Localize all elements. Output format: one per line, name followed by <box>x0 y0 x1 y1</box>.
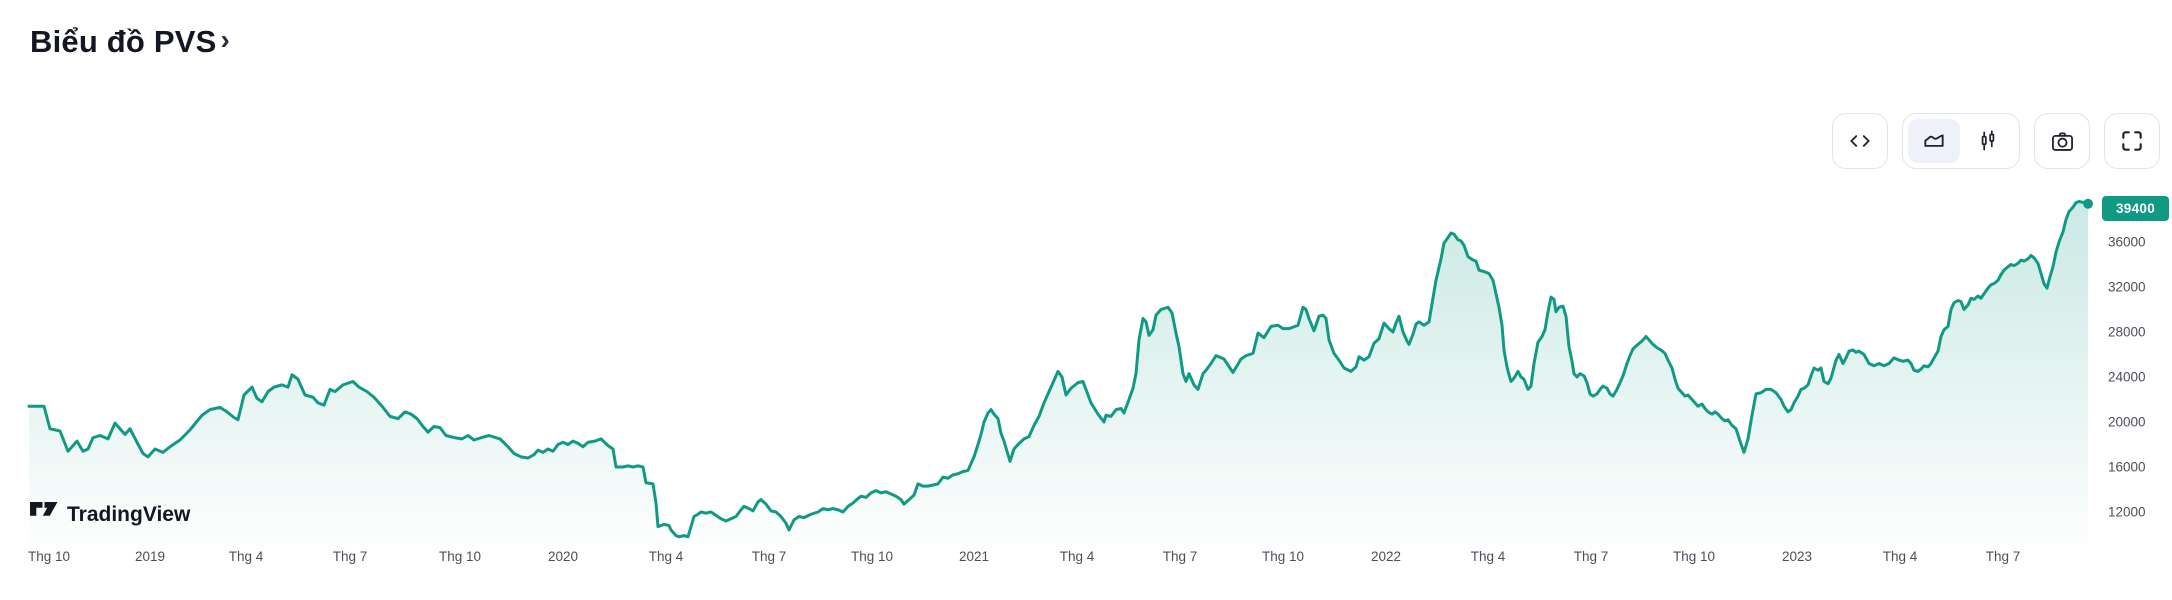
fullscreen-button[interactable] <box>2104 113 2160 169</box>
chart-toolbar <box>1832 113 2160 169</box>
embed-code-button[interactable] <box>1832 113 1888 169</box>
area-chart-icon <box>1921 128 1947 154</box>
price-tick: 28000 <box>2108 324 2146 340</box>
time-tick: Thg 10 <box>27 549 71 564</box>
time-tick: Thg 10 <box>850 549 894 564</box>
time-tick: Thg 7 <box>1162 549 1198 564</box>
time-tick: 2023 <box>1781 549 1813 564</box>
time-tick: Thg 4 <box>648 549 684 564</box>
price-tick: 16000 <box>2108 459 2146 475</box>
time-tick: Thg 4 <box>1059 549 1095 564</box>
candles-icon <box>1975 128 2001 154</box>
time-tick: Thg 7 <box>332 549 368 564</box>
chart-style-switch <box>1902 113 2020 169</box>
time-tick: Thg 4 <box>1882 549 1918 564</box>
time-tick: Thg 7 <box>751 549 787 564</box>
page-title-link[interactable]: Biểu đồ PVS › <box>30 24 230 60</box>
last-price-dot <box>2083 198 2093 209</box>
area-fill <box>29 201 2088 560</box>
page-title: Biểu đồ PVS <box>30 24 217 59</box>
price-tick: 12000 <box>2108 504 2146 520</box>
code-icon <box>1847 128 1873 154</box>
tradingview-logo-icon <box>30 502 58 527</box>
fullscreen-icon <box>2119 128 2145 154</box>
time-tick: Thg 10 <box>1672 549 1716 564</box>
time-tick: Thg 10 <box>1261 549 1305 564</box>
tradingview-logo-link[interactable]: TradingView <box>30 502 190 527</box>
time-tick: 2019 <box>134 549 166 564</box>
camera-icon <box>2049 128 2076 155</box>
time-tick: Thg 7 <box>1573 549 1609 564</box>
price-tick: 36000 <box>2108 234 2146 250</box>
area-style-button[interactable] <box>1908 119 1960 163</box>
last-price-badge: 39400 <box>2102 195 2169 221</box>
time-tick: Thg 4 <box>1470 549 1506 564</box>
price-line <box>27 200 2090 539</box>
time-tick: 2022 <box>1370 549 1402 564</box>
time-tick: Thg 7 <box>1985 549 2021 564</box>
price-tick: 24000 <box>2108 369 2146 385</box>
candles-style-button[interactable] <box>1962 119 2014 163</box>
tradingview-logo-text: TradingView <box>67 502 191 526</box>
time-tick: 2021 <box>958 549 990 564</box>
price-tick: 20000 <box>2108 414 2146 430</box>
time-tick: Thg 10 <box>438 549 482 564</box>
chevron-right-icon: › <box>220 24 231 55</box>
time-tick: Thg 4 <box>228 549 264 564</box>
snapshot-button[interactable] <box>2034 113 2090 169</box>
time-tick: 2020 <box>547 549 579 564</box>
price-tick: 32000 <box>2108 279 2146 295</box>
